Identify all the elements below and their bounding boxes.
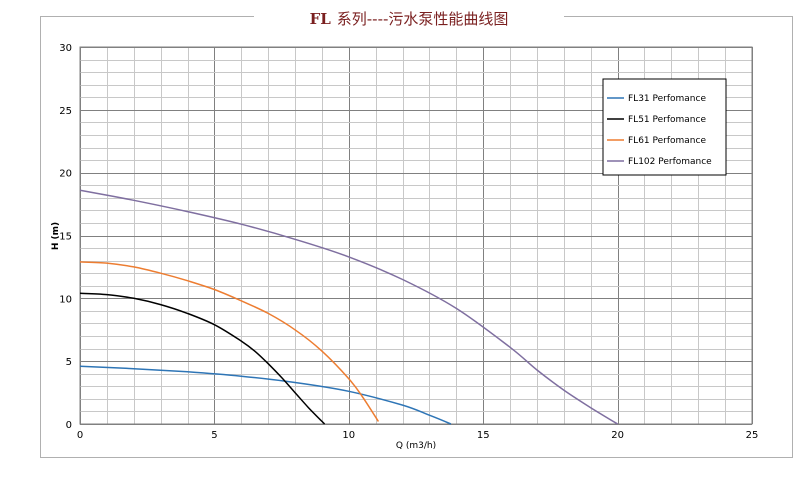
title-backdrop — [254, 6, 564, 30]
y-tick-label: 5 — [66, 357, 72, 368]
y-tick-label: 0 — [66, 420, 72, 431]
series-line-3 — [79, 261, 380, 422]
x-axis-label: Q (m3/h) — [396, 441, 436, 451]
y-tick-label: 10 — [59, 294, 72, 305]
plot-area-border — [79, 46, 753, 425]
series-line-1 — [79, 365, 452, 425]
legend-entry: FL102 Perfomance — [628, 157, 712, 167]
y-tick-label: 30 — [59, 43, 72, 54]
chart-title: FL 系列----污水泵性能曲线图 — [310, 10, 509, 28]
y-tick-label: 25 — [59, 106, 72, 117]
y-tick-label: 20 — [59, 169, 72, 180]
x-tick-label: 20 — [611, 430, 624, 441]
chart-title-prefix: FL — [310, 10, 332, 28]
series-line-2 — [79, 292, 326, 425]
series-lines — [79, 189, 618, 425]
chart-title-main: 系列----污水泵性能曲线图 — [337, 10, 509, 28]
y-tick-label: 15 — [59, 232, 72, 243]
series-line-4 — [79, 189, 618, 425]
legend-entry: FL61 Perfomance — [628, 136, 706, 146]
x-tick-label: 15 — [477, 430, 490, 441]
legend-entry: FL31 Perfomance — [628, 94, 706, 104]
x-tick-label: 25 — [746, 430, 759, 441]
legend-entry: FL51 Perfomance — [628, 115, 706, 125]
y-axis-label: H (m) — [51, 222, 61, 250]
legend-box — [602, 78, 727, 176]
legend: FL31 Perfomance FL51 Perfomance FL61 Perfo… — [602, 78, 727, 176]
ticks: 0 5 10 15 20 25 0 5 10 15 20 25 30 — [59, 43, 758, 441]
x-tick-label: 5 — [211, 430, 217, 441]
x-tick-label: 0 — [77, 430, 83, 441]
x-tick-label: 10 — [342, 430, 355, 441]
